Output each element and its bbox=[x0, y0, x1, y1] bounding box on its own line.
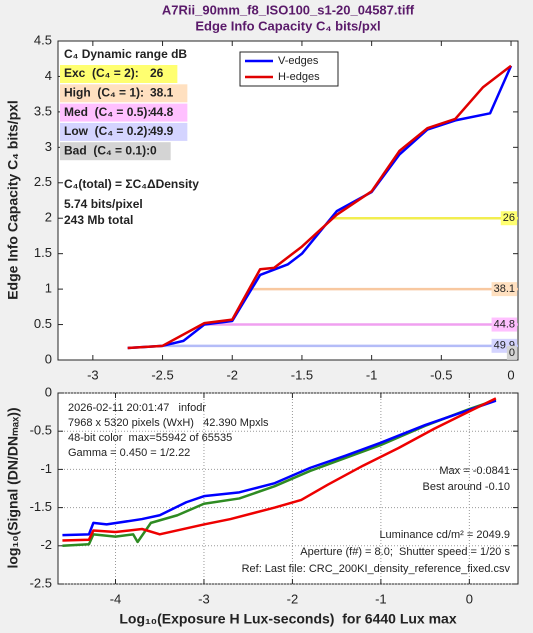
y-tick-label: 1 bbox=[45, 281, 52, 296]
dr-row-value: 49.9 bbox=[150, 124, 174, 138]
level-label-text: 38.1 bbox=[494, 283, 515, 295]
y-tick-label: 3.5 bbox=[34, 103, 52, 118]
x-tick-label: -1 bbox=[375, 591, 387, 606]
dr-row-label: Exc (C₄ = 2): bbox=[64, 66, 139, 80]
level-label: 44.8 bbox=[491, 317, 517, 332]
dr-row-label: Low (C₄ = 0.2): bbox=[64, 124, 151, 138]
legend-box bbox=[239, 51, 339, 87]
dr-title: C₄ Dynamic range dB bbox=[64, 47, 187, 61]
data-line bbox=[62, 398, 497, 548]
y-tick-label: 4.5 bbox=[34, 32, 52, 47]
x-tick-label: 0 bbox=[466, 591, 473, 606]
level-label: 38.1 bbox=[491, 282, 517, 297]
dr-row-bg bbox=[60, 142, 171, 161]
dr-row-label: High (C₄ = 1): bbox=[64, 85, 144, 99]
note: 5.74 bits/pixel bbox=[64, 197, 143, 211]
x-tick-label: -3 bbox=[198, 591, 210, 606]
y-tick-label: -1.5 bbox=[30, 499, 52, 514]
dr-row-value: 38.1 bbox=[150, 85, 174, 99]
annotation: Best around -0.10 bbox=[423, 481, 510, 493]
y-tick-label: 2.5 bbox=[34, 174, 52, 189]
annotation: Gamma = 0.450 = 1/2.22 bbox=[68, 447, 190, 459]
dr-row-value: 44.8 bbox=[150, 105, 174, 119]
level-label-bg bbox=[500, 211, 517, 226]
note: 243 Mb total bbox=[64, 213, 133, 227]
dr-row-value: 26 bbox=[150, 66, 164, 80]
level-label-bg bbox=[491, 282, 517, 297]
annotation: Max = -0.0841 bbox=[439, 465, 510, 477]
level-label-text: 0 bbox=[509, 347, 515, 359]
dr-row: Med (C₄ = 0.5):44.8 bbox=[60, 103, 188, 122]
y-tick-label: 0.5 bbox=[34, 316, 52, 331]
x-tick-label: -0.5 bbox=[430, 367, 452, 382]
annotation: 48-bit color max=55942 of 65535 bbox=[68, 432, 232, 444]
x-tick-label: -2 bbox=[226, 367, 238, 382]
x-tick-label: -2 bbox=[287, 591, 299, 606]
x-axis-label: Log₁₀(Exposure H Lux-seconds) for 6440 L… bbox=[119, 611, 456, 627]
y-tick-label: 0 bbox=[45, 351, 52, 366]
note: C₄(total) = ΣC₄ΔDensity bbox=[64, 177, 199, 191]
annotation: 2026-02-11 20:01:47 infodr bbox=[68, 402, 206, 414]
data-line bbox=[127, 65, 513, 350]
x-tick-label: -3 bbox=[87, 367, 99, 382]
y-axis-label: Edge Info Capacity C₄ bits/pxl bbox=[5, 100, 21, 300]
x-tick-label: -1 bbox=[366, 367, 378, 382]
dr-row: High (C₄ = 1): 38.1 bbox=[60, 84, 188, 103]
y-tick-label: 2 bbox=[45, 210, 52, 225]
level-label-bg bbox=[491, 317, 517, 332]
dr-row: Low (C₄ = 0.2):49.9 bbox=[60, 122, 188, 141]
level-label-text: 44.8 bbox=[494, 318, 515, 330]
level-label-text: 26 bbox=[503, 212, 515, 224]
y-tick-label: -1 bbox=[40, 461, 52, 476]
level-label: 26 bbox=[500, 211, 517, 226]
y-tick-label: 1.5 bbox=[34, 245, 52, 260]
y-tick-label: -2 bbox=[40, 537, 52, 552]
dr-row-bg bbox=[60, 65, 178, 83]
dr-row: Exc (C₄ = 2): 26 bbox=[60, 65, 178, 83]
dr-row-bg bbox=[60, 84, 188, 103]
dr-row-bg bbox=[60, 103, 188, 122]
chart-subtitle: Edge Info Capacity C₄ bits/pxl bbox=[195, 18, 380, 33]
annotation: Aperture (f#) = 8.0; Shutter speed = 1/2… bbox=[300, 546, 510, 558]
x-tick-label: -4 bbox=[110, 591, 122, 606]
annotation: Luminance cd/m² = 2049.9 bbox=[379, 529, 510, 541]
annotation: Ref: Last file: CRC_200KI_density_refere… bbox=[242, 563, 511, 575]
dr-row: Bad (C₄ = 0.1): 0 bbox=[60, 142, 171, 161]
data-line bbox=[62, 399, 497, 537]
legend-label: H-edges bbox=[278, 71, 320, 83]
y-tick-label: 3 bbox=[45, 139, 52, 154]
y-tick-label: 4 bbox=[45, 68, 52, 83]
level-label: 0 bbox=[506, 345, 517, 360]
annotation: 7968 x 5320 pixels (WxH) 42.390 Mpxls bbox=[68, 417, 269, 429]
x-tick-label: 0 bbox=[507, 367, 514, 382]
y-tick-label: 0 bbox=[45, 384, 52, 399]
data-line bbox=[127, 64, 512, 350]
x-tick-label: -2.5 bbox=[151, 367, 173, 382]
chart-title: A7Rii_90mm_f8_ISO100_s1-20_04587.tiff bbox=[162, 2, 415, 17]
x-tick-label: -1.5 bbox=[291, 367, 313, 382]
legend-label: V-edges bbox=[278, 55, 319, 67]
y-axis-label: log₁₀(Signal (DN/DNₘₐₓ)) bbox=[5, 407, 21, 568]
level-label-bg bbox=[506, 345, 517, 360]
data-line bbox=[62, 397, 497, 542]
dr-row-label: Bad (C₄ = 0.1): bbox=[64, 143, 150, 157]
dr-row-label: Med (C₄ = 0.5): bbox=[64, 105, 151, 119]
y-tick-label: -2.5 bbox=[30, 575, 52, 590]
dr-row-value: 0 bbox=[150, 143, 157, 157]
y-tick-label: -0.5 bbox=[30, 423, 52, 438]
dr-row-bg bbox=[60, 122, 188, 141]
